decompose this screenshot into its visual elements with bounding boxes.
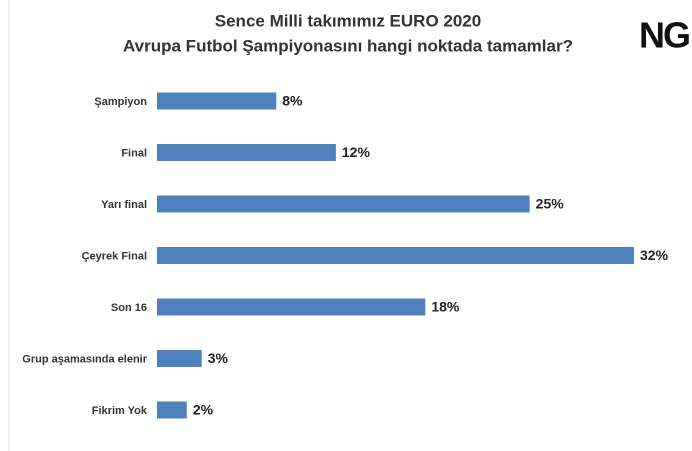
bar	[157, 401, 187, 419]
category-label: Şampiyon	[94, 96, 147, 108]
category-label: Final	[121, 147, 147, 159]
value-label: 32%	[640, 247, 669, 263]
value-label: 3%	[208, 350, 229, 366]
logo: NG	[639, 15, 689, 56]
bar	[157, 195, 530, 213]
chart-title: Sence Milli takımımız EURO 2020	[215, 11, 481, 30]
bar	[157, 298, 426, 316]
bar	[157, 92, 277, 110]
value-label: 8%	[282, 93, 303, 109]
value-label: 25%	[536, 196, 565, 212]
category-label: Çeyrek Final	[82, 250, 147, 262]
value-label: 2%	[193, 402, 214, 418]
category-label: Yarı final	[101, 199, 147, 211]
category-label: Grup aşamasında elenir	[22, 353, 147, 365]
bar	[157, 247, 634, 264]
category-label: Fikrim Yok	[92, 405, 148, 417]
chart-title: Avrupa Futbol Şampiyonasını hangi noktad…	[123, 36, 573, 55]
value-label: 12%	[342, 144, 371, 160]
bar	[157, 144, 336, 161]
bar	[157, 350, 202, 367]
category-label: Son 16	[111, 302, 147, 314]
value-label: 18%	[431, 299, 460, 315]
